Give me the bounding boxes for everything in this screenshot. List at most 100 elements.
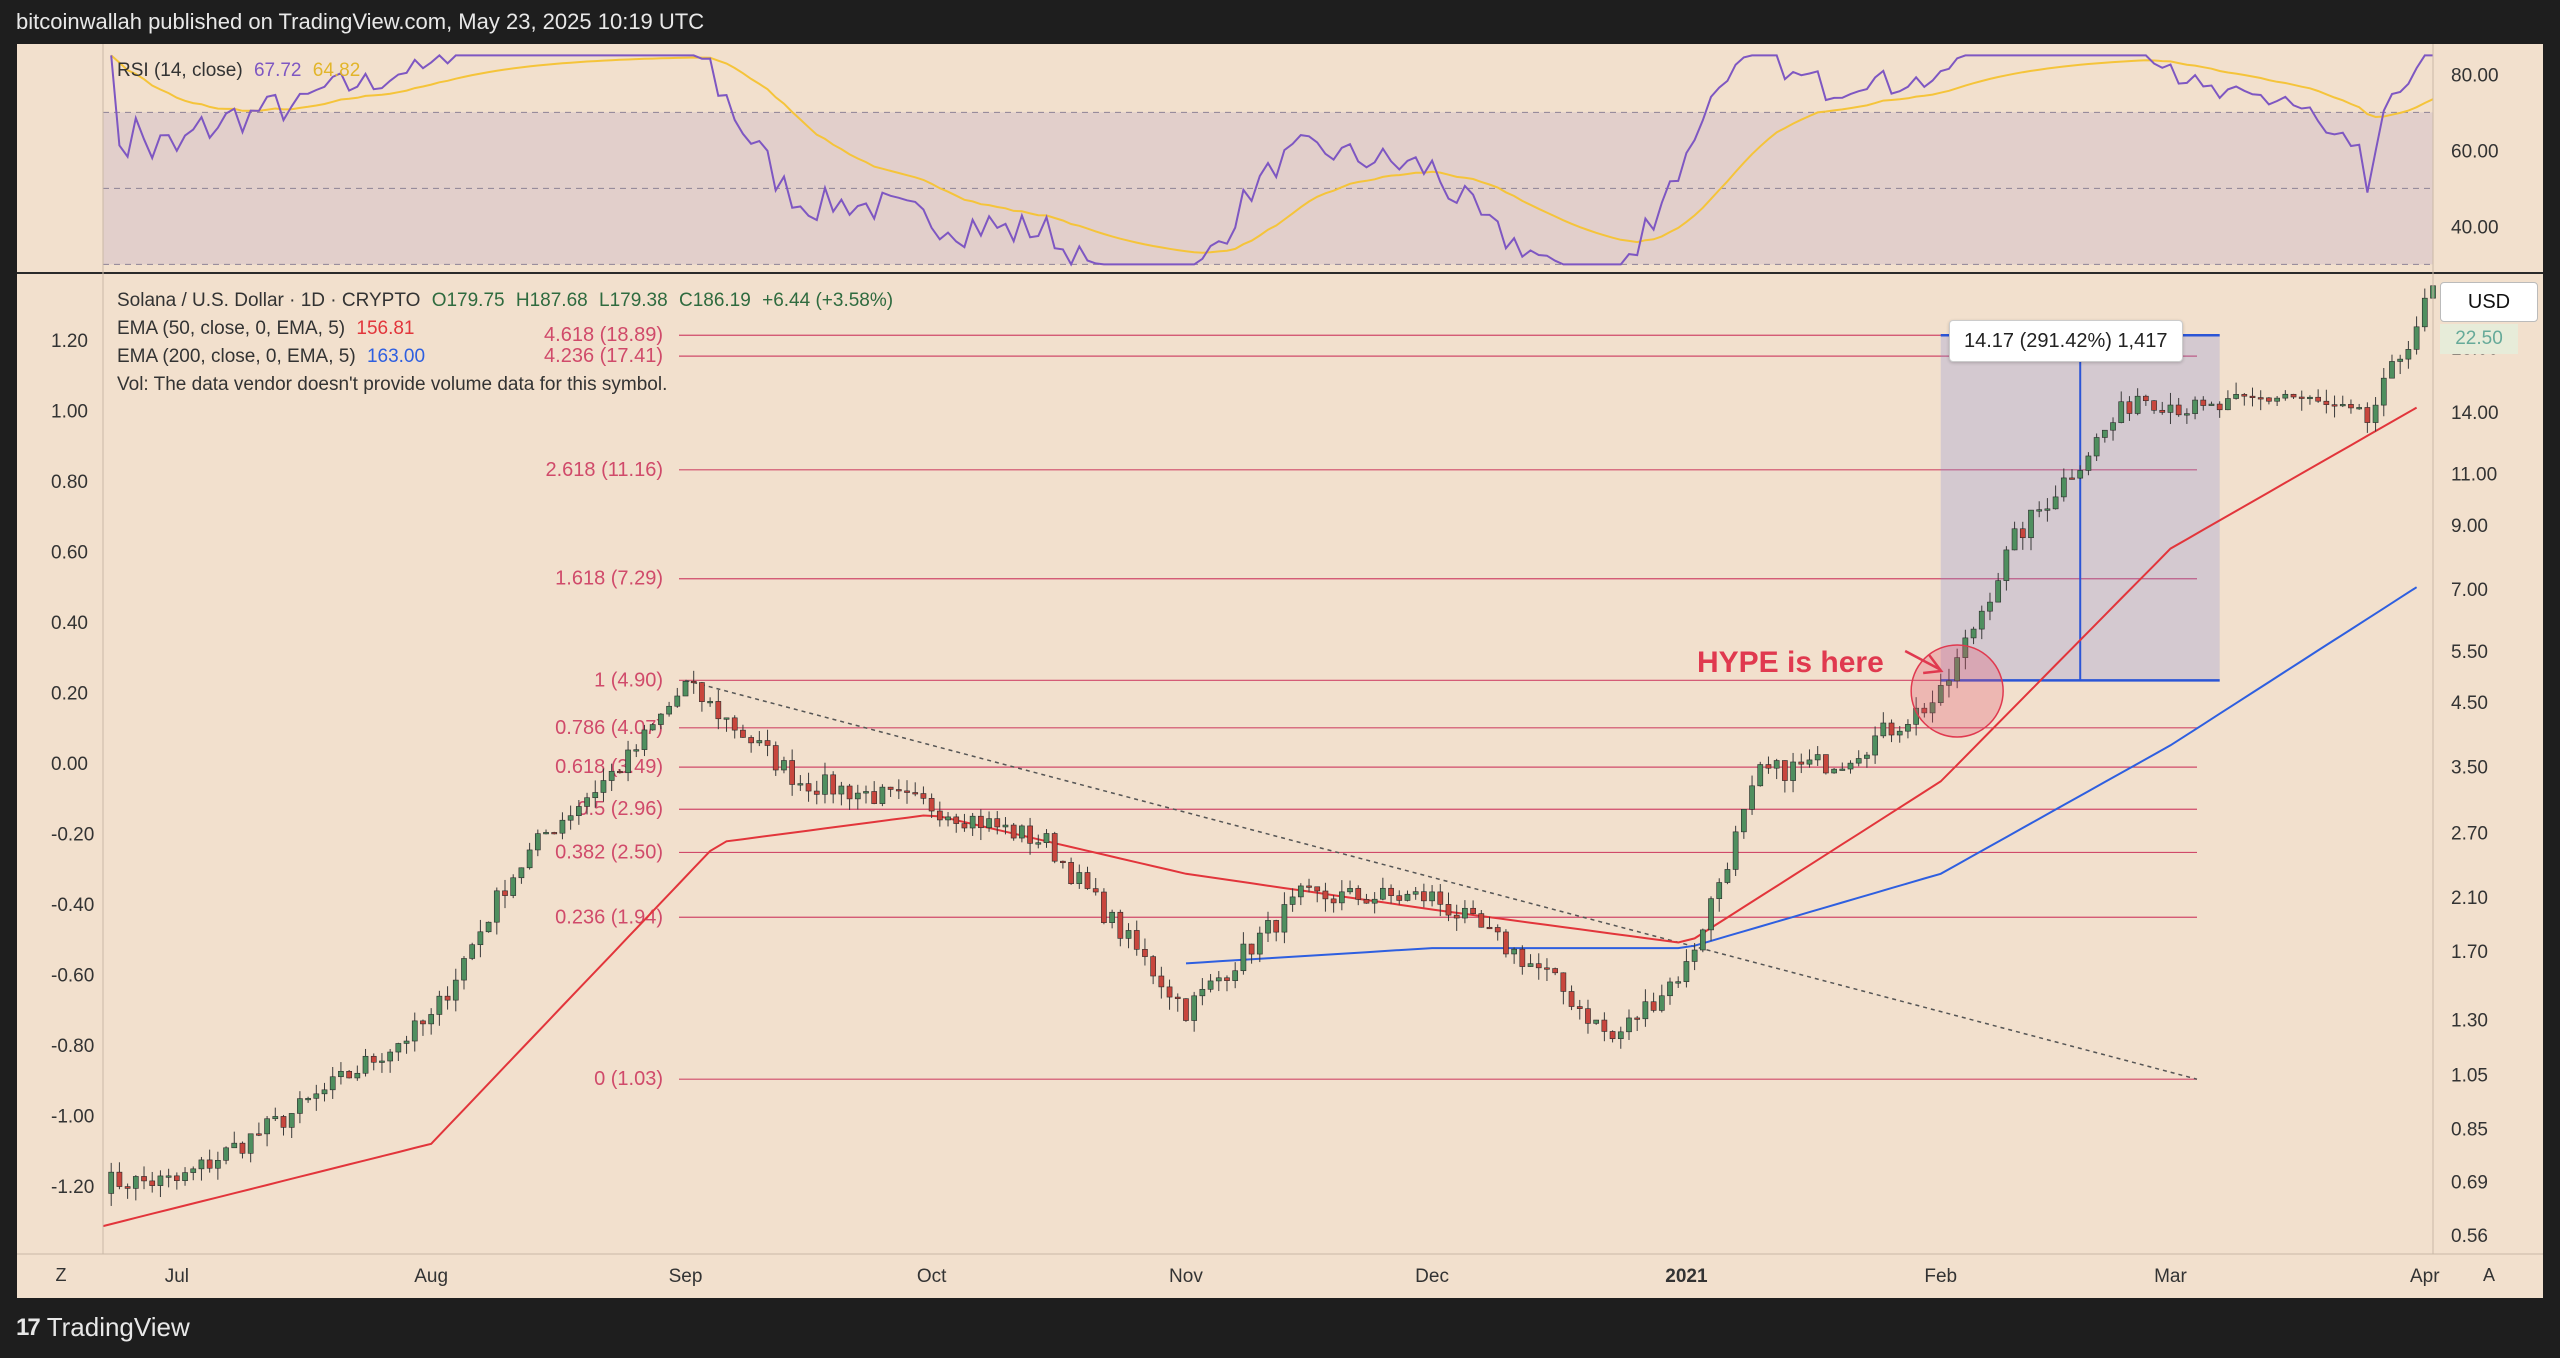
- candle-body: [321, 1089, 328, 1095]
- candle-body: [1814, 754, 1821, 761]
- candle-body: [280, 1116, 287, 1128]
- candle-body: [2339, 404, 2346, 407]
- candle-body: [1929, 702, 1936, 714]
- candle: [1010, 822, 1017, 841]
- candle: [978, 809, 984, 841]
- tradingview-brand[interactable]: 17 TradingView: [16, 1312, 190, 1343]
- candle: [239, 1141, 246, 1159]
- price-axis-tick: 0.69: [2451, 1173, 2488, 1194]
- candle: [165, 1168, 172, 1188]
- candle-body: [526, 849, 533, 869]
- candle-body: [1617, 1031, 1624, 1040]
- candle-body: [2110, 422, 2116, 431]
- candle-body: [2208, 403, 2215, 406]
- candle-body: [2134, 395, 2141, 414]
- candle-body: [559, 819, 566, 834]
- candle-body: [149, 1180, 156, 1186]
- candle: [1035, 834, 1042, 849]
- candle: [1921, 702, 1928, 718]
- rsi-signal-line: [110, 54, 2434, 254]
- candle-body: [1954, 657, 1960, 682]
- candle-body: [740, 729, 746, 738]
- candle: [1757, 761, 1764, 787]
- candle: [1798, 753, 1805, 774]
- candle: [994, 811, 1001, 835]
- time-axis-label: 2021: [1665, 1266, 1708, 1287]
- candle-body: [1568, 991, 1575, 1007]
- candle-body: [1601, 1019, 1608, 1032]
- candle-body: [1380, 887, 1386, 900]
- candle-body: [920, 793, 927, 799]
- candle-body: [1708, 898, 1714, 931]
- log-scale-z-button[interactable]: Z: [55, 1265, 67, 1285]
- candle-body: [1273, 920, 1280, 933]
- candle: [1060, 860, 1066, 869]
- fib-level-label: 0.5 (2.96): [577, 798, 663, 820]
- candle: [2134, 388, 2141, 416]
- candle: [1051, 831, 1058, 864]
- candle: [625, 740, 631, 782]
- candle-body: [354, 1072, 361, 1079]
- candle-body: [805, 783, 812, 792]
- candle: [1133, 920, 1140, 956]
- ohlc-close: C186.19: [678, 290, 751, 311]
- candle: [1363, 893, 1370, 904]
- chart-svg[interactable]: 4.618 (18.89)4.236 (17.41) 2.618 (11.16) 1…: [17, 44, 2543, 1298]
- candle: [600, 768, 607, 802]
- candle-body: [1338, 891, 1345, 904]
- candle-body: [1831, 768, 1837, 774]
- candle-body: [469, 944, 476, 959]
- candle-body: [2011, 528, 2018, 551]
- candle: [436, 990, 443, 1026]
- candle: [920, 786, 927, 805]
- candle-body: [2274, 397, 2280, 402]
- candle: [518, 867, 525, 884]
- ohlc-low: L179.38: [599, 290, 668, 311]
- candle-body: [1716, 882, 1723, 899]
- candle-body: [411, 1020, 418, 1042]
- candle: [2225, 390, 2231, 411]
- time-axis-label: Mar: [2154, 1266, 2187, 1287]
- candle: [936, 801, 943, 827]
- candle: [1462, 900, 1468, 924]
- footer-bar: 17 TradingView: [0, 1298, 2560, 1358]
- ema200-line: [1185, 586, 2418, 965]
- candle-body: [1732, 831, 1739, 870]
- candle: [1166, 979, 1173, 1010]
- candle-body: [2323, 400, 2330, 405]
- candle: [1617, 1026, 1624, 1049]
- candle-body: [1946, 680, 1952, 686]
- candle: [288, 1113, 295, 1138]
- currency-button[interactable]: USD: [2440, 282, 2538, 322]
- candle: [321, 1082, 328, 1102]
- candle-body: [1142, 949, 1148, 957]
- candle: [649, 722, 656, 731]
- ema50-label[interactable]: EMA (50, close, 0, EMA, 5): [117, 318, 346, 339]
- candle: [2372, 397, 2379, 432]
- candle-body: [2003, 549, 2010, 581]
- candle: [1265, 911, 1271, 942]
- candle-body: [1355, 888, 1362, 900]
- candle-body: [953, 816, 960, 824]
- candle-body: [772, 745, 779, 771]
- candle: [173, 1172, 180, 1190]
- candle-body: [936, 810, 943, 821]
- rsi-axis-tick: 80.00: [2451, 65, 2499, 86]
- left-axis-tick: 0.40: [51, 613, 88, 634]
- ema200-label[interactable]: EMA (200, close, 0, EMA, 5): [117, 346, 356, 367]
- candle-body: [1232, 970, 1239, 981]
- candle-body: [182, 1172, 188, 1181]
- symbol-label[interactable]: Solana / U.S. Dollar · 1D · CRYPTO: [117, 290, 421, 311]
- candle-body: [1125, 930, 1132, 939]
- auto-scale-button[interactable]: A: [2482, 1265, 2495, 1285]
- candle-body: [1560, 972, 1567, 992]
- candle-body: [2167, 404, 2174, 413]
- candle: [559, 812, 566, 840]
- candle-body: [879, 786, 886, 804]
- candle-body: [2290, 393, 2297, 398]
- candle-body: [2118, 401, 2125, 423]
- candle-body: [2257, 397, 2264, 400]
- candle-body: [428, 1014, 435, 1025]
- candle: [699, 681, 705, 712]
- candle: [2110, 417, 2116, 441]
